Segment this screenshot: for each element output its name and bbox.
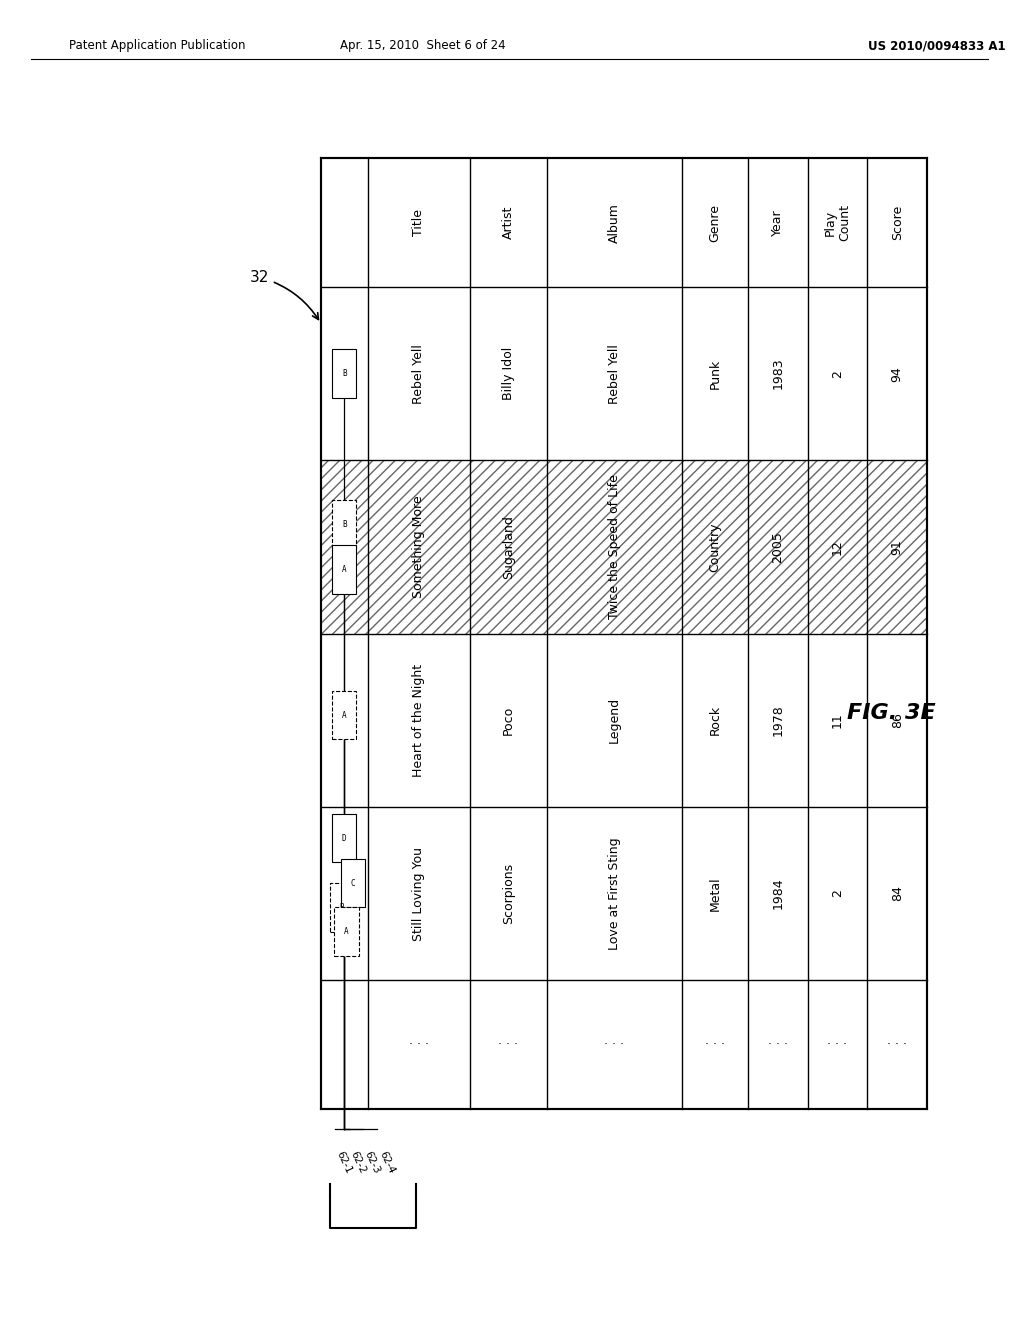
- Bar: [321, 461, 927, 634]
- Text: C: C: [350, 879, 355, 887]
- Text: Love at First Sting: Love at First Sting: [607, 837, 621, 950]
- Text: 94: 94: [891, 366, 903, 381]
- Bar: [330, 883, 354, 932]
- Text: A: A: [342, 710, 346, 719]
- Text: 84: 84: [891, 886, 903, 902]
- Text: Year: Year: [771, 210, 784, 236]
- Text: 62-2: 62-2: [349, 1150, 368, 1175]
- Text: 91: 91: [891, 539, 903, 554]
- Text: Rebel Yell: Rebel Yell: [607, 343, 621, 404]
- Text: 1978: 1978: [771, 705, 784, 737]
- Text: Something More: Something More: [413, 495, 425, 598]
- Text: 2: 2: [830, 370, 844, 378]
- Bar: [341, 859, 365, 907]
- Bar: [335, 907, 358, 956]
- Text: Title: Title: [413, 209, 425, 236]
- Text: Genre: Genre: [709, 203, 721, 242]
- Text: Still Loving You: Still Loving You: [413, 846, 425, 941]
- Text: 2: 2: [830, 890, 844, 898]
- Text: Patent Application Publication: Patent Application Publication: [70, 40, 246, 51]
- Bar: [332, 690, 356, 739]
- Text: 1984: 1984: [771, 878, 784, 909]
- Bar: [332, 545, 356, 594]
- Text: 11: 11: [830, 713, 844, 729]
- Bar: [332, 814, 356, 862]
- Text: 32: 32: [250, 269, 318, 319]
- Text: Billy Idol: Billy Idol: [502, 347, 515, 400]
- Text: B: B: [342, 520, 346, 529]
- Text: Punk: Punk: [709, 359, 721, 389]
- Text: · · ·: · · ·: [768, 1038, 787, 1051]
- Text: Album: Album: [607, 203, 621, 243]
- Text: · · ·: · · ·: [499, 1038, 518, 1051]
- Text: A: A: [342, 565, 346, 574]
- Text: Sugarland: Sugarland: [502, 515, 515, 579]
- Bar: [332, 500, 356, 549]
- Text: FIG. 3E: FIG. 3E: [847, 702, 936, 723]
- Text: A: A: [344, 927, 349, 936]
- Text: Scorpions: Scorpions: [502, 863, 515, 924]
- Text: Twice the Speed of Life: Twice the Speed of Life: [607, 474, 621, 619]
- Text: Legend: Legend: [607, 697, 621, 743]
- Text: B: B: [342, 370, 346, 378]
- Text: D: D: [342, 834, 346, 842]
- Text: Heart of the Night: Heart of the Night: [413, 664, 425, 776]
- Text: 12: 12: [830, 539, 844, 554]
- Text: Rebel Yell: Rebel Yell: [413, 343, 425, 404]
- Text: US 2010/0094833 A1: US 2010/0094833 A1: [868, 40, 1006, 51]
- Text: · · ·: · · ·: [705, 1038, 725, 1051]
- Text: Metal: Metal: [709, 876, 721, 911]
- Text: 2005: 2005: [771, 531, 784, 562]
- Text: 86: 86: [891, 713, 903, 729]
- Text: · · ·: · · ·: [887, 1038, 907, 1051]
- Text: 62-4: 62-4: [377, 1150, 396, 1175]
- Text: B: B: [340, 903, 344, 912]
- Text: Rock: Rock: [709, 705, 721, 735]
- Text: · · ·: · · ·: [409, 1038, 429, 1051]
- Text: Apr. 15, 2010  Sheet 6 of 24: Apr. 15, 2010 Sheet 6 of 24: [340, 40, 506, 51]
- Text: Poco: Poco: [502, 706, 515, 735]
- Text: 62-1: 62-1: [335, 1150, 354, 1175]
- Text: Score: Score: [891, 205, 903, 240]
- Text: 62-3: 62-3: [362, 1150, 382, 1175]
- Text: · · ·: · · ·: [827, 1038, 848, 1051]
- Text: Country: Country: [709, 523, 721, 572]
- Text: Artist: Artist: [502, 206, 515, 239]
- Text: Play
Count: Play Count: [823, 205, 851, 242]
- Bar: [321, 158, 927, 1109]
- Text: · · ·: · · ·: [604, 1038, 625, 1051]
- Bar: [332, 350, 356, 397]
- Text: 1983: 1983: [771, 358, 784, 389]
